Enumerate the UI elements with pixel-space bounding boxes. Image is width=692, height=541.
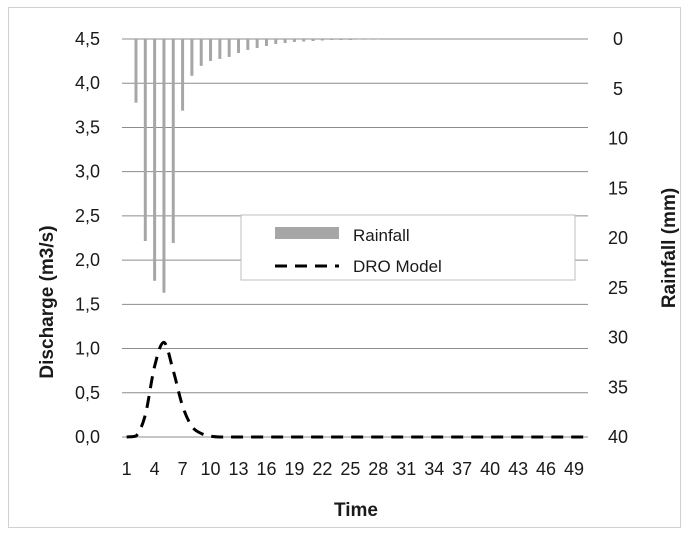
rainfall-bar (227, 39, 231, 57)
x-tick-label: 22 (312, 459, 332, 479)
x-tick-label: 43 (508, 459, 528, 479)
dro-model-line (126, 340, 584, 439)
rainfall-bar (376, 39, 380, 40)
left-tick-label: 1,0 (75, 339, 100, 359)
right-tick-label: 30 (608, 328, 628, 348)
rainfall-bar (246, 39, 250, 50)
left-tick-label: 1,5 (75, 294, 100, 314)
legend-dro-label: DRO Model (353, 257, 442, 276)
rainfall-bar (367, 39, 371, 40)
rainfall-bar (143, 39, 147, 241)
right-axis-title: Rainfall (mm) (659, 188, 680, 308)
x-tick-label: 19 (284, 459, 304, 479)
x-axis-ticks: 1 4 7 10 13 16 19 22 25 28 31 34 37 40 43 46 49 (122, 459, 584, 479)
rainfall-bar (134, 39, 138, 103)
x-tick-label: 34 (424, 459, 444, 479)
rainfall-bar (320, 39, 324, 41)
left-tick-label: 2,0 (75, 250, 100, 270)
rainfall-bar (218, 39, 222, 59)
legend: Rainfall DRO Model (240, 214, 576, 281)
x-tick-label: 37 (452, 459, 472, 479)
left-tick-label: 3,0 (75, 162, 100, 182)
right-tick-label: 10 (608, 129, 628, 149)
left-axis-title: Discharge (m3/s) (37, 225, 58, 378)
left-tick-label: 4,5 (75, 29, 100, 49)
left-axis-ticks: 0,0 0,5 1,0 1,5 2,0 2,5 3,0 3,5 4,0 4,5 (75, 29, 100, 447)
left-tick-label: 0,5 (75, 383, 100, 403)
rainfall-bar (237, 39, 240, 53)
rainfall-bar (255, 39, 259, 48)
right-tick-label: 5 (613, 79, 623, 99)
left-tick-label: 4,0 (75, 73, 100, 93)
rainfall-bar (330, 39, 334, 40)
x-tick-label: 16 (256, 459, 276, 479)
x-tick-label: 25 (340, 459, 360, 479)
left-tick-label: 3,5 (75, 117, 100, 137)
right-tick-label: 20 (608, 228, 628, 248)
rainfall-bar (209, 39, 213, 61)
legend-rainfall-label: Rainfall (353, 226, 410, 245)
rainfall-bar (283, 39, 287, 43)
x-tick-label: 13 (228, 459, 248, 479)
rainfall-bar (292, 39, 296, 42)
rainfall-bar (339, 39, 343, 40)
right-tick-label: 0 (613, 29, 623, 49)
left-tick-label: 2,5 (75, 206, 100, 226)
rainfall-bar (264, 39, 268, 46)
x-tick-label: 1 (122, 459, 132, 479)
rainfall-bar (302, 39, 306, 42)
left-tick-label: 0,0 (75, 427, 100, 447)
rainfall-bar (199, 39, 203, 66)
right-axis-ticks: 0 5 10 15 20 25 30 35 40 (608, 29, 628, 447)
right-tick-label: 40 (608, 427, 628, 447)
dro-model-path (126, 340, 584, 439)
right-tick-label: 15 (608, 178, 628, 198)
rainfall-bar (181, 39, 185, 111)
rainfall-bar (153, 39, 157, 281)
rainfall-bars (134, 39, 380, 293)
rainfall-bar (348, 39, 352, 40)
rainfall-bar (171, 39, 175, 243)
x-tick-label: 28 (368, 459, 388, 479)
rainfall-bar (358, 39, 362, 40)
right-tick-label: 35 (608, 377, 628, 397)
rainfall-bar (162, 39, 166, 293)
rainfall-bar (311, 39, 315, 41)
rainfall-bar (190, 39, 194, 76)
x-axis-title: Time (334, 500, 378, 521)
right-tick-label: 25 (608, 278, 628, 298)
x-tick-label: 31 (396, 459, 416, 479)
rainfall-bar (274, 39, 278, 44)
x-tick-label: 40 (480, 459, 500, 479)
x-tick-label: 7 (178, 459, 188, 479)
legend-rainfall-swatch (275, 227, 339, 239)
x-tick-label: 10 (201, 459, 221, 479)
legend-box (240, 214, 576, 281)
x-tick-label: 49 (564, 459, 584, 479)
x-tick-label: 46 (536, 459, 556, 479)
x-tick-label: 4 (150, 459, 160, 479)
